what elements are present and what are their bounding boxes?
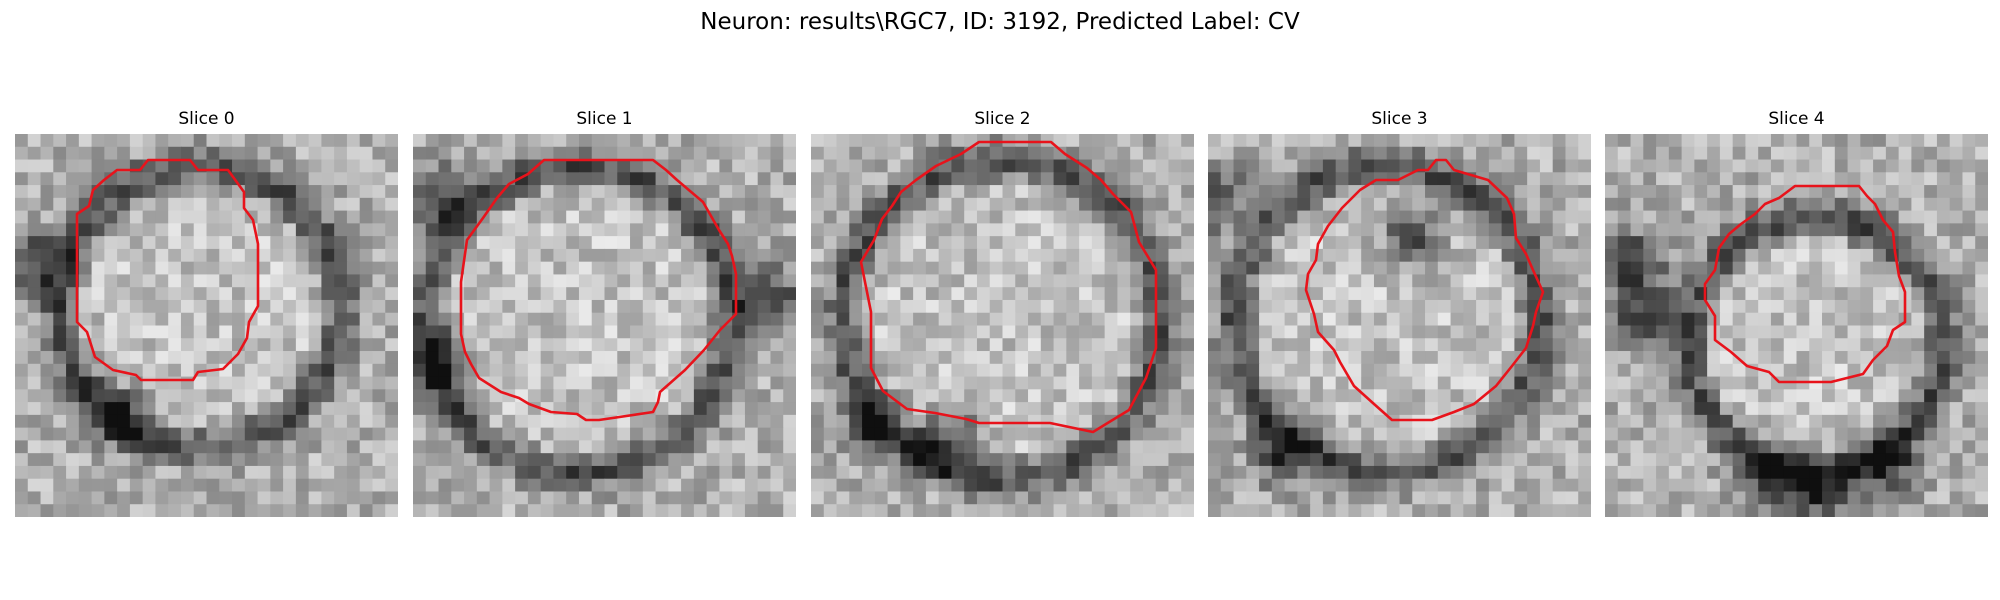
slice-image-0 bbox=[15, 134, 398, 517]
figure-title: Neuron: results\RGC7, ID: 3192, Predicte… bbox=[700, 9, 1300, 35]
slice-panel-2: Slice 2 bbox=[811, 108, 1194, 517]
slice-panel-1: Slice 1 bbox=[413, 108, 796, 517]
slice-panel-0: Slice 0 bbox=[15, 108, 398, 517]
slice-title-3: Slice 3 bbox=[1371, 109, 1428, 129]
segmentation-contour bbox=[1703, 184, 1907, 384]
slice-panel-3: Slice 3 bbox=[1208, 108, 1591, 517]
segmentation-contour bbox=[859, 140, 1158, 434]
slice-image-3 bbox=[1208, 134, 1591, 517]
micrograph-pixels bbox=[1605, 134, 1988, 517]
slice-title-1: Slice 1 bbox=[576, 109, 633, 129]
slice-title-2: Slice 2 bbox=[974, 109, 1031, 129]
slice-title-0: Slice 0 bbox=[178, 109, 235, 129]
slice-image-2 bbox=[811, 134, 1194, 517]
segmentation-contour bbox=[75, 158, 260, 382]
segmentation-contour bbox=[1304, 158, 1545, 422]
slice-title-4: Slice 4 bbox=[1768, 109, 1825, 129]
segmentation-contour bbox=[459, 158, 738, 422]
micrograph-pixels bbox=[1208, 134, 1591, 517]
slice-panel-4: Slice 4 bbox=[1605, 108, 1988, 517]
micrograph-pixels bbox=[15, 134, 398, 517]
micrograph-pixels bbox=[413, 134, 796, 517]
micrograph-pixels bbox=[811, 134, 1194, 517]
slice-image-4 bbox=[1605, 134, 1988, 517]
slice-image-1 bbox=[413, 134, 796, 517]
